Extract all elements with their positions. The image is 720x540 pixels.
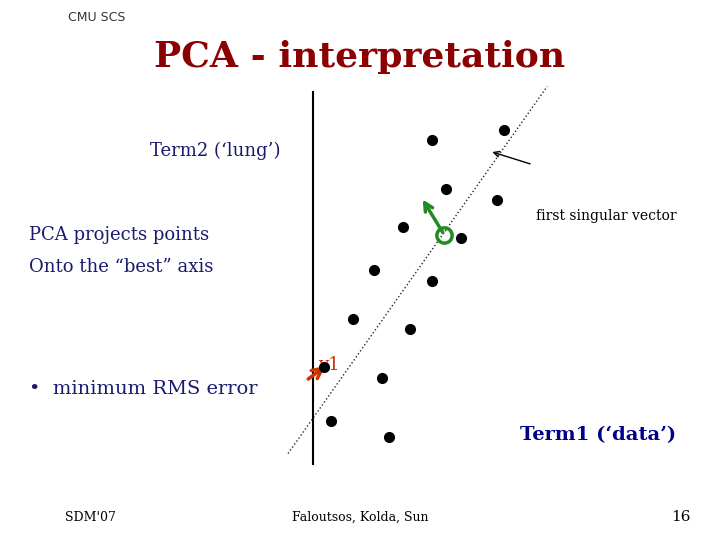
Text: v1: v1	[318, 355, 340, 374]
Text: •  minimum RMS error: • minimum RMS error	[29, 380, 257, 398]
Text: PCA - interpretation: PCA - interpretation	[154, 40, 566, 73]
Text: PCA projects points: PCA projects points	[29, 226, 209, 244]
Text: Term2 (‘lung’): Term2 (‘lung’)	[150, 142, 281, 160]
Text: Onto the “best” axis: Onto the “best” axis	[29, 258, 213, 276]
Text: SDM'07: SDM'07	[65, 511, 116, 524]
Text: Term1 (‘data’): Term1 (‘data’)	[520, 426, 675, 444]
Text: CMU SCS: CMU SCS	[68, 11, 126, 24]
Text: first singular vector: first singular vector	[536, 209, 677, 223]
Text: 16: 16	[670, 510, 690, 524]
Text: Faloutsos, Kolda, Sun: Faloutsos, Kolda, Sun	[292, 511, 428, 524]
